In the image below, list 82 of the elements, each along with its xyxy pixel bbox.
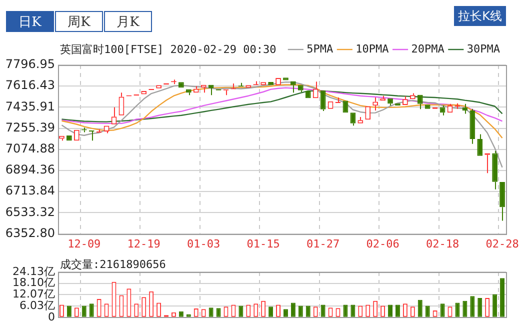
candlestick: [470, 108, 476, 144]
text: 拉长K线: [454, 6, 506, 26]
y-tick-label: 0: [48, 310, 55, 324]
bar: [500, 278, 505, 317]
legend-label: 30PMA: [466, 42, 500, 56]
bar: [298, 306, 303, 317]
y-tick-label: 6533.32: [5, 204, 55, 219]
y-tick-label: 6.03亿: [20, 298, 55, 312]
candlestick: [492, 150, 498, 190]
bar: [395, 304, 400, 317]
y-tick-label: 7255.39: [5, 120, 55, 134]
y-tick-label: 7616.43: [5, 78, 55, 92]
bar: [238, 306, 244, 317]
candlestick: [193, 86, 199, 93]
candlestick: [365, 106, 371, 120]
x-tick-label: 01-03: [187, 237, 220, 250]
candlestick: [380, 95, 386, 101]
bar: [283, 309, 288, 317]
text: 周K: [55, 11, 103, 32]
y-tick-label: 6713.84: [5, 184, 55, 198]
candlestick: [66, 135, 72, 141]
candlestick: [283, 78, 288, 80]
candlestick: [111, 106, 117, 124]
candlestick: [74, 130, 80, 141]
bar: [290, 302, 296, 317]
bar: [425, 306, 430, 317]
text: 日K: [6, 11, 54, 32]
x-tick-label: 12-19: [127, 237, 160, 250]
candlestick: [424, 104, 430, 109]
bar: [343, 304, 348, 317]
candlestick: [388, 98, 393, 106]
y-tick-label: 7074.88: [5, 142, 55, 156]
y-tick-label: 6352.80: [5, 226, 55, 240]
y-tick-label: 7435.91: [5, 99, 55, 114]
bar: [418, 300, 422, 317]
bar: [478, 298, 482, 317]
candlestick: [178, 82, 184, 88]
bar: [470, 296, 475, 317]
legend-label: 20PMA: [411, 42, 445, 56]
bar: [350, 304, 356, 317]
candlestick: [358, 116, 364, 124]
chart-title: 英国富时100[FTSE] 2020-02-29 00:30: [60, 42, 276, 57]
x-tick-label: 01-27: [306, 237, 340, 250]
bar: [268, 306, 274, 317]
x-tick-label: 12-09: [68, 237, 101, 250]
bar: [216, 308, 221, 317]
legend-label: 10PMA: [356, 42, 390, 56]
bar: [208, 308, 214, 317]
candlestick: [372, 96, 378, 111]
candlestick: [312, 81, 318, 98]
bar: [320, 304, 326, 317]
text: 月K: [104, 11, 152, 32]
x-tick-label: 02-18: [426, 237, 460, 250]
bar: [455, 302, 460, 317]
candlestick: [335, 96, 341, 103]
y-tick-label: 6894.36: [5, 162, 55, 177]
candlestick: [290, 81, 296, 94]
x-tick-label: 01-15: [246, 237, 280, 250]
bar: [492, 294, 498, 317]
bar: [462, 300, 468, 317]
bar: [82, 306, 86, 317]
bar: [306, 306, 310, 317]
x-tick-label: 02-28: [486, 237, 519, 250]
bar: [89, 304, 94, 317]
candlestick: [417, 94, 423, 110]
bar: [388, 304, 393, 317]
candlestick: [500, 182, 505, 222]
y-tick-label: 18.10亿: [12, 276, 55, 290]
candlestick: [477, 134, 483, 156]
chart-title: 成交量:2161890656: [60, 257, 166, 272]
y-tick-label: 24.13亿: [12, 264, 55, 278]
legend-label: 5PMA: [306, 42, 334, 56]
candlestick: [156, 85, 162, 88]
candlestick: [462, 103, 468, 114]
y-tick-label: 7796.95: [5, 57, 55, 72]
bar: [440, 304, 445, 317]
x-tick-label: 02-06: [366, 237, 400, 250]
candlestick: [88, 130, 94, 142]
candlestick: [246, 85, 252, 88]
bar: [66, 306, 72, 317]
candlestick: [260, 82, 266, 86]
y-tick-label: 12.07亿: [12, 288, 55, 301]
